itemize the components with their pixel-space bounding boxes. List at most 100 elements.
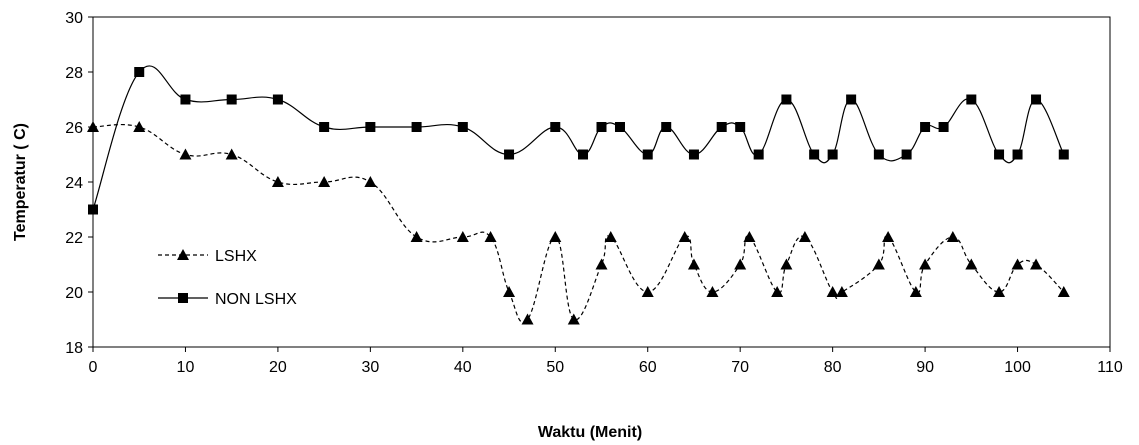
x-tick-label: 70 xyxy=(731,359,749,376)
x-tick-label: 20 xyxy=(269,359,287,376)
data-point-non-lshx xyxy=(809,149,820,160)
data-point-non-lshx xyxy=(578,149,589,160)
x-tick-label: 90 xyxy=(916,359,934,376)
data-point-non-lshx xyxy=(846,94,857,105)
series-line-non-lshx xyxy=(92,65,1065,210)
data-point-lshx xyxy=(271,176,284,187)
data-point-non-lshx xyxy=(457,122,468,132)
data-point-non-lshx xyxy=(661,122,672,132)
data-point-lshx xyxy=(595,258,608,270)
data-point-lshx xyxy=(410,231,423,242)
data-point-lshx xyxy=(965,258,978,270)
data-point-lshx xyxy=(604,231,617,242)
data-point-non-lshx xyxy=(781,94,792,105)
data-point-lshx xyxy=(484,231,497,242)
legend-label-lshx: LSHX xyxy=(215,248,257,265)
data-point-lshx xyxy=(1011,258,1024,270)
data-point-lshx xyxy=(993,286,1006,297)
data-point-lshx xyxy=(521,313,534,325)
y-axis-title: Temperatur ( C) xyxy=(12,123,29,241)
data-point-non-lshx xyxy=(827,149,838,160)
data-point-non-lshx xyxy=(1058,149,1069,160)
data-point-non-lshx xyxy=(272,94,283,105)
chart-legend: LSHX NON LSHX xyxy=(158,248,297,308)
data-point-lshx xyxy=(780,258,793,270)
y-tick-label: 26 xyxy=(65,120,83,137)
data-point-lshx xyxy=(743,231,756,242)
data-point-lshx xyxy=(456,231,469,242)
data-point-lshx xyxy=(1057,286,1070,297)
data-point-lshx xyxy=(706,286,719,297)
data-point-non-lshx xyxy=(319,122,330,132)
data-point-lshx xyxy=(872,258,885,270)
data-point-non-lshx xyxy=(226,94,237,105)
data-point-non-lshx xyxy=(938,122,949,132)
chart-series xyxy=(87,65,1070,325)
data-point-lshx xyxy=(133,121,146,132)
y-tick-label: 18 xyxy=(65,340,83,357)
chart-axes: 18 20 22 24 26 28 30 0 10 20 30 40 50 60 70 80 90 100 110 xyxy=(65,10,1123,376)
x-tick-label: 80 xyxy=(824,359,842,376)
data-point-lshx xyxy=(87,121,99,132)
data-point-lshx xyxy=(771,286,784,297)
data-point-non-lshx xyxy=(688,149,699,160)
data-point-non-lshx xyxy=(642,149,653,160)
data-point-lshx xyxy=(364,176,377,187)
data-point-non-lshx xyxy=(614,122,625,132)
data-point-non-lshx xyxy=(966,94,977,105)
data-point-lshx xyxy=(503,286,516,297)
data-point-lshx xyxy=(567,313,580,325)
data-point-lshx xyxy=(687,258,700,270)
y-tick-label: 30 xyxy=(65,10,83,27)
x-tick-label: 30 xyxy=(361,359,379,376)
data-point-non-lshx xyxy=(716,122,727,132)
y-tick-label: 22 xyxy=(65,230,83,247)
data-point-non-lshx xyxy=(994,149,1005,160)
data-point-lshx xyxy=(318,176,331,187)
data-point-lshx xyxy=(549,231,562,242)
x-tick-label: 60 xyxy=(639,359,657,376)
data-point-lshx xyxy=(678,231,691,242)
legend-label-non-lshx: NON LSHX xyxy=(215,291,297,308)
data-point-non-lshx xyxy=(596,122,607,132)
data-point-non-lshx xyxy=(1031,94,1042,105)
x-tick-label: 40 xyxy=(454,359,472,376)
x-axis-title: Waktu (Menit) xyxy=(538,424,642,441)
data-point-non-lshx xyxy=(1012,149,1023,160)
x-tick-label: 50 xyxy=(546,359,564,376)
series-non-lshx xyxy=(88,65,1069,215)
data-point-non-lshx xyxy=(920,122,931,132)
data-point-non-lshx xyxy=(753,149,764,160)
data-point-lshx xyxy=(734,258,747,270)
data-point-lshx xyxy=(179,148,192,160)
data-point-non-lshx xyxy=(365,122,376,132)
data-point-lshx xyxy=(826,286,839,297)
y-tick-label: 20 xyxy=(65,285,83,302)
legend-item-non-lshx: NON LSHX xyxy=(158,291,297,308)
data-point-lshx xyxy=(919,258,932,270)
legend-marker-non-lshx xyxy=(178,293,188,303)
data-point-non-lshx xyxy=(411,122,422,132)
data-point-non-lshx xyxy=(504,149,515,160)
data-point-lshx xyxy=(798,231,811,242)
legend-marker-lshx xyxy=(177,249,189,260)
data-point-non-lshx xyxy=(180,94,191,105)
data-point-lshx xyxy=(909,286,922,297)
x-tick-label: 10 xyxy=(177,359,195,376)
data-point-lshx xyxy=(1030,258,1043,270)
data-point-non-lshx xyxy=(550,122,561,132)
data-point-non-lshx xyxy=(735,122,746,132)
x-tick-label: 100 xyxy=(1004,359,1031,376)
data-point-non-lshx xyxy=(134,67,145,77)
data-point-lshx xyxy=(882,231,895,242)
data-point-non-lshx xyxy=(88,204,98,215)
data-point-lshx xyxy=(835,286,848,297)
y-tick-label: 28 xyxy=(65,65,83,82)
legend-item-lshx: LSHX xyxy=(158,248,257,265)
series-lshx xyxy=(87,121,1070,325)
data-point-lshx xyxy=(946,231,959,242)
x-tick-label: 0 xyxy=(89,359,98,376)
data-point-non-lshx xyxy=(901,149,912,160)
y-tick-label: 24 xyxy=(65,175,83,192)
